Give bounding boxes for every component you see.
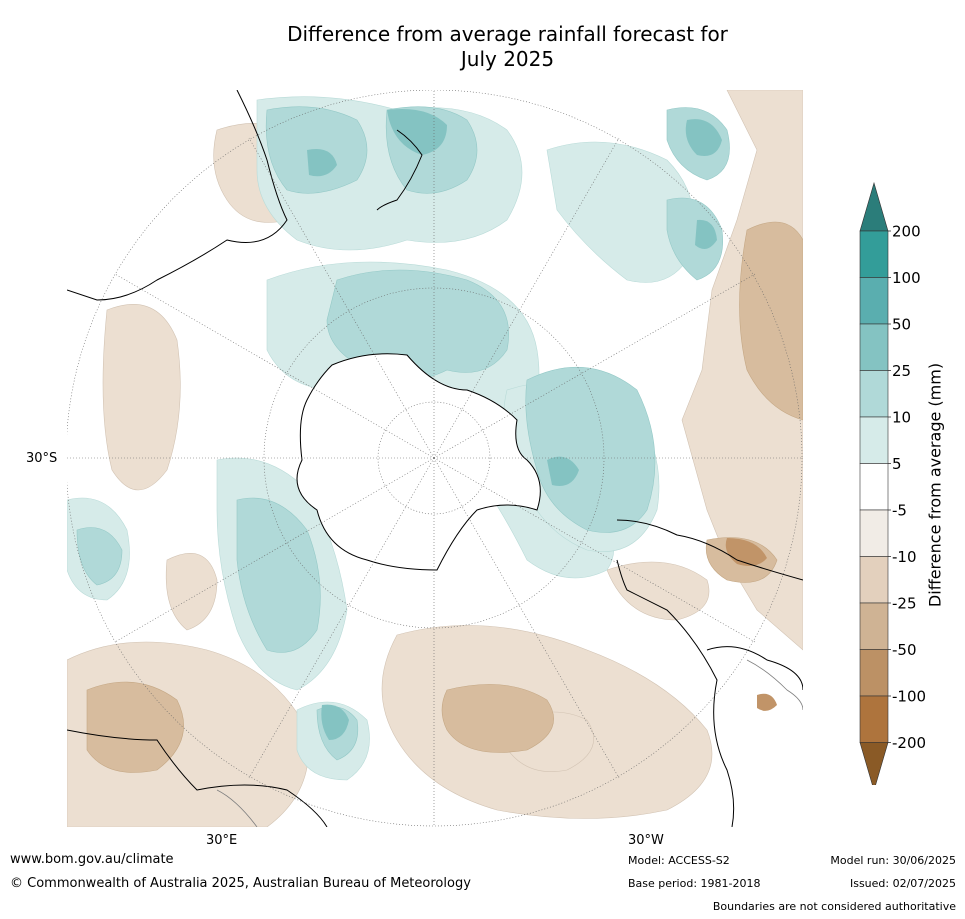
colorbar: 200 100 50 25 10 5 -5 -10 -25 -50 -100 -200 [859, 181, 926, 785]
title-line-2: July 2025 [460, 47, 555, 71]
footer-base-period: Base period: 1981-2018 [628, 877, 761, 890]
colorbar-tick-label: -25 [892, 595, 917, 613]
colorbar-tick-label: 5 [892, 455, 902, 473]
wet-anomaly-medium [76, 106, 730, 761]
footer-website: www.bom.gov.au/climate [10, 852, 174, 867]
rainfall-anomaly-map [67, 90, 803, 827]
coastlines [67, 90, 803, 827]
label-30e: 30°E [206, 833, 238, 848]
colorbar-tick-label: 50 [892, 316, 911, 334]
colorbar-extend-top [859, 181, 889, 232]
colorbar-segment [859, 323, 889, 371]
colorbar-segment [859, 416, 889, 464]
label-30s: 30°S [26, 451, 58, 466]
antarctica-outline [296, 353, 541, 571]
colorbar-segment [859, 602, 889, 650]
colorbar-tick-label: -10 [892, 548, 917, 566]
colorbar-title: Difference from average (mm) [925, 362, 945, 608]
footer-copyright: © Commonwealth of Australia 2025, Austra… [10, 876, 471, 891]
footer-model-run: Model run: 30/06/2025 [830, 854, 956, 867]
colorbar-tick-label: -5 [892, 502, 907, 520]
wet-anomaly-strong [307, 109, 722, 740]
colorbar-tick-label: 25 [892, 362, 911, 380]
colorbar-tick-label: -200 [892, 734, 926, 752]
country-boundaries [216, 659, 803, 827]
footer-model: Model: ACCESS-S2 [628, 854, 730, 867]
colorbar-tick-label: 100 [892, 269, 921, 287]
colorbar-segment [859, 230, 889, 278]
colorbar-segment [859, 649, 889, 697]
title-line-1: Difference from average rainfall forecas… [287, 22, 728, 46]
colorbar-extend-bottom [859, 742, 889, 785]
footer-disclaimer: Boundaries are not considered authoritat… [712, 900, 956, 913]
label-30w: 30°W [628, 833, 664, 848]
colorbar-tick-label: 10 [892, 409, 911, 427]
colorbar-tick-label: -100 [892, 688, 926, 706]
colorbar-segment [859, 463, 889, 511]
colorbar-segment [859, 695, 889, 743]
colorbar-segment [859, 277, 889, 325]
colorbar-segment [859, 370, 889, 418]
colorbar-segment [859, 509, 889, 557]
colorbar-segment [859, 556, 889, 604]
colorbar-tick-label: -50 [892, 641, 917, 659]
footer-issued: Issued: 02/07/2025 [849, 877, 956, 890]
graticule [67, 90, 803, 827]
map-title: Difference from average rainfall forecas… [60, 22, 955, 72]
colorbar-tick-label: 200 [892, 223, 921, 241]
dry-anomaly-medium [86, 221, 803, 773]
